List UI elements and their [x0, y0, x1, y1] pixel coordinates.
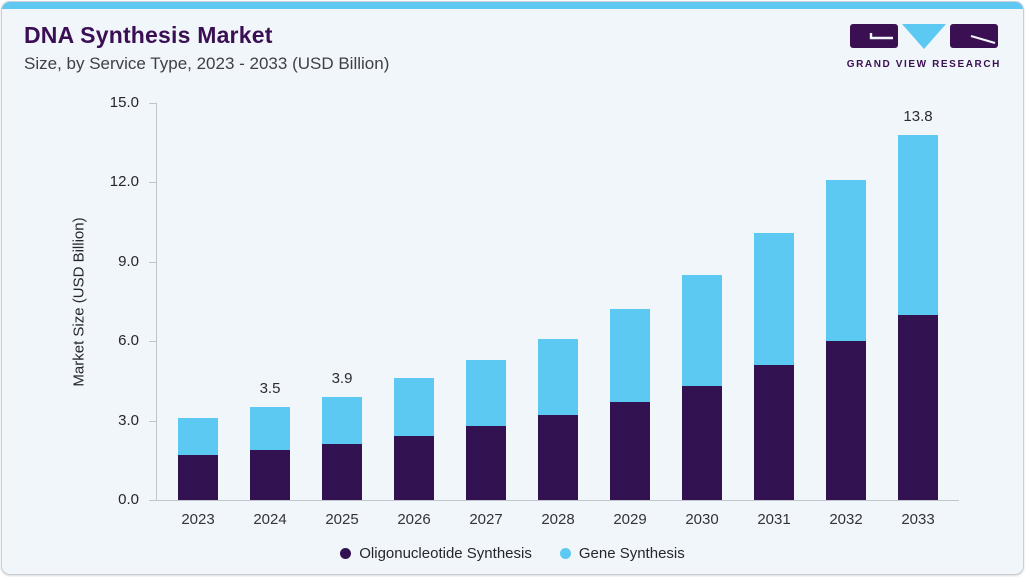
x-axis-label-2033: 2033 — [901, 511, 935, 528]
y-tick-mark — [149, 103, 156, 104]
x-axis-label-2028: 2028 — [541, 511, 575, 528]
legend-item-gene: Gene Synthesis — [559, 545, 685, 562]
legend-swatch-oligonucleotide — [340, 548, 352, 559]
y-tick-label: 12.0 — [109, 173, 139, 191]
bar-segment-oligonucleotide-2031 — [754, 365, 794, 500]
bar-segment-gene-2029 — [610, 309, 650, 403]
y-tick-label: 0.0 — [118, 491, 139, 508]
x-axis-label-2030: 2030 — [685, 511, 719, 528]
bar-segment-gene-2027 — [466, 359, 506, 426]
bar-segment-oligonucleotide-2033 — [898, 314, 938, 500]
bar-segment-gene-2026 — [394, 378, 434, 437]
x-axis-label-2023: 2023 — [181, 511, 215, 528]
page-title: DNA Synthesis Market — [24, 22, 273, 48]
bar-segment-gene-2031 — [754, 232, 794, 365]
title-block: DNA Synthesis Market Size, by Service Ty… — [24, 22, 389, 74]
logo-g-icon — [849, 24, 898, 53]
bar-segment-oligonucleotide-2032 — [826, 341, 866, 500]
bar-segment-gene-2023 — [178, 417, 218, 455]
x-axis-label-2032: 2032 — [829, 511, 863, 528]
bar-segment-gene-2024 — [250, 407, 290, 450]
y-tick-label: 9.0 — [118, 252, 139, 270]
legend-item-oligonucleotide: Oligonucleotide Synthesis — [340, 545, 532, 562]
bar-segment-oligonucleotide-2027 — [466, 425, 506, 500]
bar-total-label-2025: 3.9 — [331, 369, 353, 387]
header: DNA Synthesis Market Size, by Service Ty… — [24, 22, 1001, 74]
bar-segment-oligonucleotide-2030 — [682, 386, 722, 500]
logo-marks — [849, 24, 998, 55]
bar-segment-gene-2032 — [826, 179, 866, 342]
page-subtitle: Size, by Service Type, 2023 - 2033 (USD … — [24, 54, 390, 73]
logo-r-icon — [949, 24, 998, 53]
bar-segment-gene-2028 — [538, 338, 578, 416]
x-axis-label-2029: 2029 — [613, 511, 647, 528]
y-tick-mark — [149, 420, 156, 422]
y-axis-title: Market Size (USD Billion) — [70, 217, 88, 387]
y-tick-label: 15.0 — [109, 94, 139, 111]
x-axis-label-2024: 2024 — [253, 511, 287, 528]
bar-segment-gene-2030 — [682, 275, 722, 387]
x-axis-label-2025: 2025 — [325, 511, 359, 528]
chart-legend: Oligonucleotide Synthesis Gene Synthesis — [2, 545, 1023, 562]
y-tick-mark — [149, 341, 156, 343]
y-tick-label: 3.0 — [118, 411, 139, 429]
bar-segment-oligonucleotide-2025 — [322, 444, 362, 500]
bar-segment-oligonucleotide-2028 — [538, 415, 578, 500]
top-accent-strip — [2, 2, 1023, 9]
legend-label-oligonucleotide: Oligonucleotide Synthesis — [359, 545, 532, 562]
legend-swatch-gene — [559, 548, 571, 559]
bar-segment-gene-2033 — [898, 134, 938, 315]
y-axis-line — [156, 103, 157, 500]
bar-segment-oligonucleotide-2024 — [250, 449, 290, 500]
logo-text: GRAND VIEW RESEARCH — [846, 59, 1001, 70]
bar-segment-oligonucleotide-2026 — [394, 436, 434, 500]
bar-segment-oligonucleotide-2029 — [610, 402, 650, 500]
x-axis-label-2026: 2026 — [397, 511, 431, 528]
bar-segment-gene-2025 — [322, 396, 362, 445]
bar-total-label-2024: 3.5 — [259, 380, 281, 398]
logo-v-triangle-icon — [901, 24, 947, 55]
x-axis-baseline — [149, 500, 959, 501]
x-axis-label-2031: 2031 — [757, 511, 791, 528]
y-tick-mark — [149, 500, 156, 501]
x-axis-label-2027: 2027 — [469, 511, 503, 528]
y-tick-mark — [149, 261, 156, 263]
y-tick-label: 6.0 — [118, 332, 139, 350]
bar-total-label-2033: 13.8 — [903, 107, 933, 125]
brand-logo: GRAND VIEW RESEARCH — [847, 24, 1001, 70]
legend-label-gene: Gene Synthesis — [578, 545, 685, 562]
y-tick-mark — [149, 182, 156, 184]
bar-segment-oligonucleotide-2023 — [178, 455, 218, 500]
